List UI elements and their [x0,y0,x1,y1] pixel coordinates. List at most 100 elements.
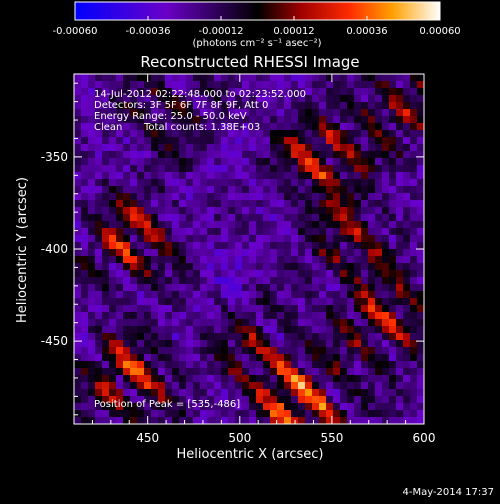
heatmap-cell [137,130,145,138]
heatmap-cell [375,291,383,299]
heatmap-cell [396,137,404,145]
heatmap-cell [277,333,285,341]
heatmap-cell [375,305,383,313]
heatmap-cell [235,312,243,320]
heatmap-cell [319,186,327,194]
heatmap-cell [340,284,348,292]
heatmap-cell [95,403,103,411]
heatmap-cell [382,109,390,117]
heatmap-cell [130,95,138,103]
heatmap-cell [242,235,250,243]
heatmap-cell [270,193,278,201]
heatmap-cell [256,284,264,292]
heatmap-cell [347,410,355,418]
heatmap-cell [347,389,355,397]
heatmap-cell [347,354,355,362]
heatmap-cell [417,81,424,89]
heatmap-cell [389,305,397,313]
x-tick-label: 500 [228,431,251,445]
heatmap-cell [130,291,138,299]
heatmap-cell [144,312,152,320]
heatmap-cell [375,207,383,215]
heatmap-cell [193,263,201,271]
heatmap-cell [151,312,159,320]
heatmap-cell [347,361,355,369]
heatmap-cell [102,158,110,166]
heatmap-cell [151,270,159,278]
heatmap-cell [116,186,124,194]
heatmap-cell [263,333,271,341]
heatmap-cell [235,319,243,327]
heatmap-cell [256,186,264,194]
heatmap-cell [179,116,187,124]
heatmap-cell [263,256,271,264]
heatmap-cell [361,305,369,313]
heatmap-cell [249,221,257,229]
heatmap-cell [340,109,348,117]
heatmap-cell [221,207,229,215]
heatmap-cell [340,228,348,236]
heatmap-cell [312,74,320,82]
heatmap-cell [179,172,187,180]
heatmap-cell [347,186,355,194]
heatmap-cell [298,102,306,110]
heatmap-cell [333,382,341,390]
heatmap-cell [305,137,313,145]
heatmap-cell [242,81,250,89]
heatmap-cell [263,375,271,383]
heatmap-cell [326,389,334,397]
heatmap-cell [361,396,369,404]
heatmap-cell [389,263,397,271]
heatmap-cell [375,172,383,180]
heatmap-cell [326,284,334,292]
heatmap-cell [249,81,257,89]
heatmap-cell [193,256,201,264]
heatmap-cell [263,242,271,250]
heatmap-cell [312,333,320,341]
heatmap-cell [263,354,271,362]
heatmap-cell [389,249,397,257]
heatmap-cell [291,235,299,243]
heatmap-cell [340,88,348,96]
heatmap-cell [228,326,236,334]
heatmap-cell [347,291,355,299]
heatmap-cell [151,165,159,173]
heatmap-cell [375,298,383,306]
heatmap-cell [186,165,194,173]
heatmap-cell [95,263,103,271]
heatmap-cell [242,249,250,257]
heatmap-cell [165,235,173,243]
heatmap-cell [123,333,131,341]
heatmap-cell [242,123,250,131]
heatmap-cell [74,81,82,89]
heatmap-cell [88,312,96,320]
heatmap-cell [375,158,383,166]
heatmap-cell [305,361,313,369]
heatmap-cell [417,389,424,397]
heatmap-cell [116,172,124,180]
heatmap-cell [389,165,397,173]
heatmap-cell [389,81,397,89]
heatmap-cell [179,375,187,383]
heatmap-cell [214,277,222,285]
heatmap-cell [144,88,152,96]
heatmap-cell [284,340,292,348]
heatmap-cell [298,382,306,390]
heatmap-cell [382,410,390,418]
heatmap-cell [249,312,257,320]
heatmap-cell [361,291,369,299]
heatmap-cell [347,284,355,292]
heatmap-cell [410,200,418,208]
heatmap-cell [249,137,257,145]
heatmap-cell [333,256,341,264]
heatmap-cell [74,221,82,229]
heatmap-cell [263,109,271,117]
heatmap-cell [81,228,89,236]
heatmap-cell [256,221,264,229]
heatmap-cell [382,340,390,348]
heatmap-cell [319,81,327,89]
heatmap-cell [340,375,348,383]
heatmap-cell [228,298,236,306]
heatmap-cell [74,144,82,152]
heatmap-cell [74,123,82,131]
